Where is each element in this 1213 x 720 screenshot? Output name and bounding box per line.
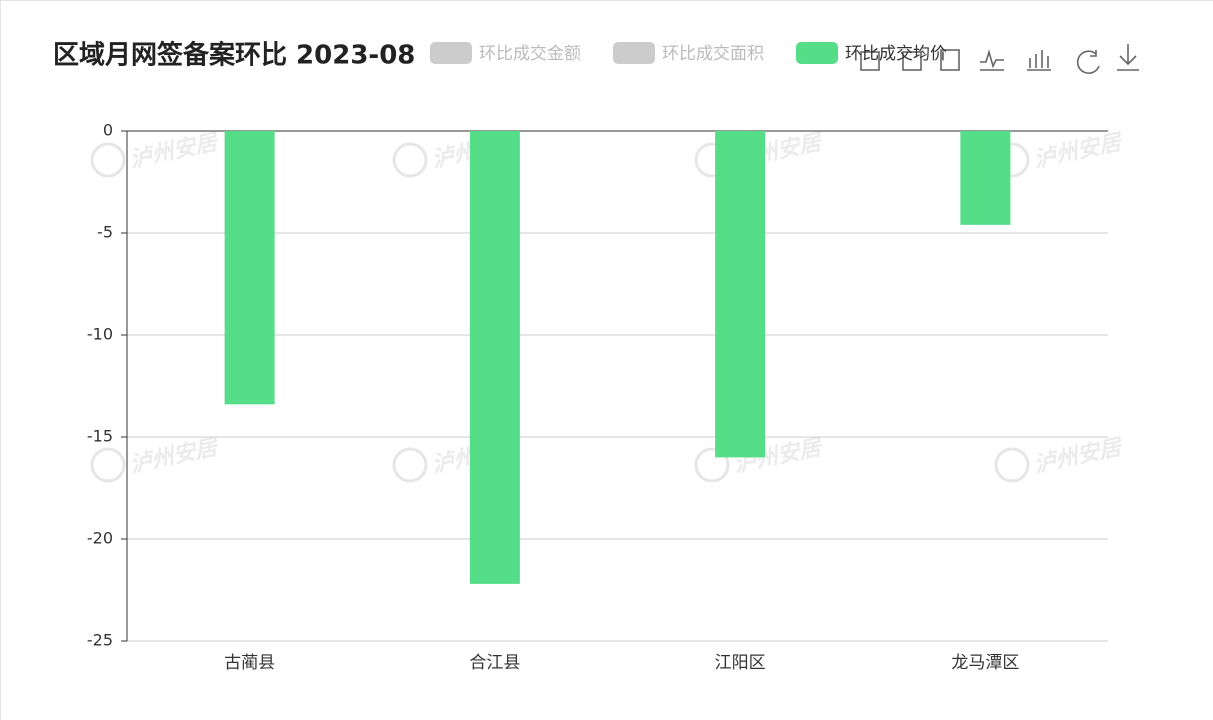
tool-bar[interactable] <box>1027 50 1051 71</box>
tool-data-view[interactable] <box>940 49 960 71</box>
bar <box>469 131 520 584</box>
chart-title: 区域月网签备案环比 2023-08 <box>53 40 415 71</box>
bar <box>224 131 275 405</box>
bar <box>960 131 1011 225</box>
toolbox <box>860 44 1139 75</box>
tool-zoom-back[interactable] <box>902 51 922 71</box>
y-tick-label: 0 <box>103 121 113 140</box>
legend-swatch <box>796 42 838 64</box>
legend-label: 环比成交均价 <box>845 44 947 64</box>
x-tick-label: 江阳区 <box>715 653 766 673</box>
x-tick-label: 龙马潭区 <box>951 653 1019 673</box>
legend-label: 环比成交面积 <box>662 44 764 64</box>
y-tick-label: -10 <box>87 325 113 344</box>
x-tick-label: 古蔺县 <box>224 653 275 673</box>
watermark-logo <box>392 447 428 483</box>
legend-swatch <box>430 42 472 64</box>
watermark-logo <box>994 447 1030 483</box>
legend-label: 环比成交金额 <box>479 44 581 64</box>
y-tick-label: -20 <box>87 529 113 548</box>
tool-save[interactable] <box>1117 44 1139 71</box>
x-tick-label: 合江县 <box>469 653 520 673</box>
legend-swatch <box>613 42 655 64</box>
watermark-logo <box>90 142 126 178</box>
tool-zoom[interactable] <box>860 51 880 71</box>
watermark-logo <box>694 447 730 483</box>
bar <box>715 131 766 458</box>
y-tick-label: -15 <box>87 427 113 446</box>
watermark-logo <box>90 447 126 483</box>
watermark-logo <box>392 142 428 178</box>
tool-line[interactable] <box>980 49 1004 71</box>
tool-restore[interactable] <box>1076 50 1100 75</box>
y-tick-label: -5 <box>97 223 113 242</box>
y-tick-label: -25 <box>87 631 113 650</box>
